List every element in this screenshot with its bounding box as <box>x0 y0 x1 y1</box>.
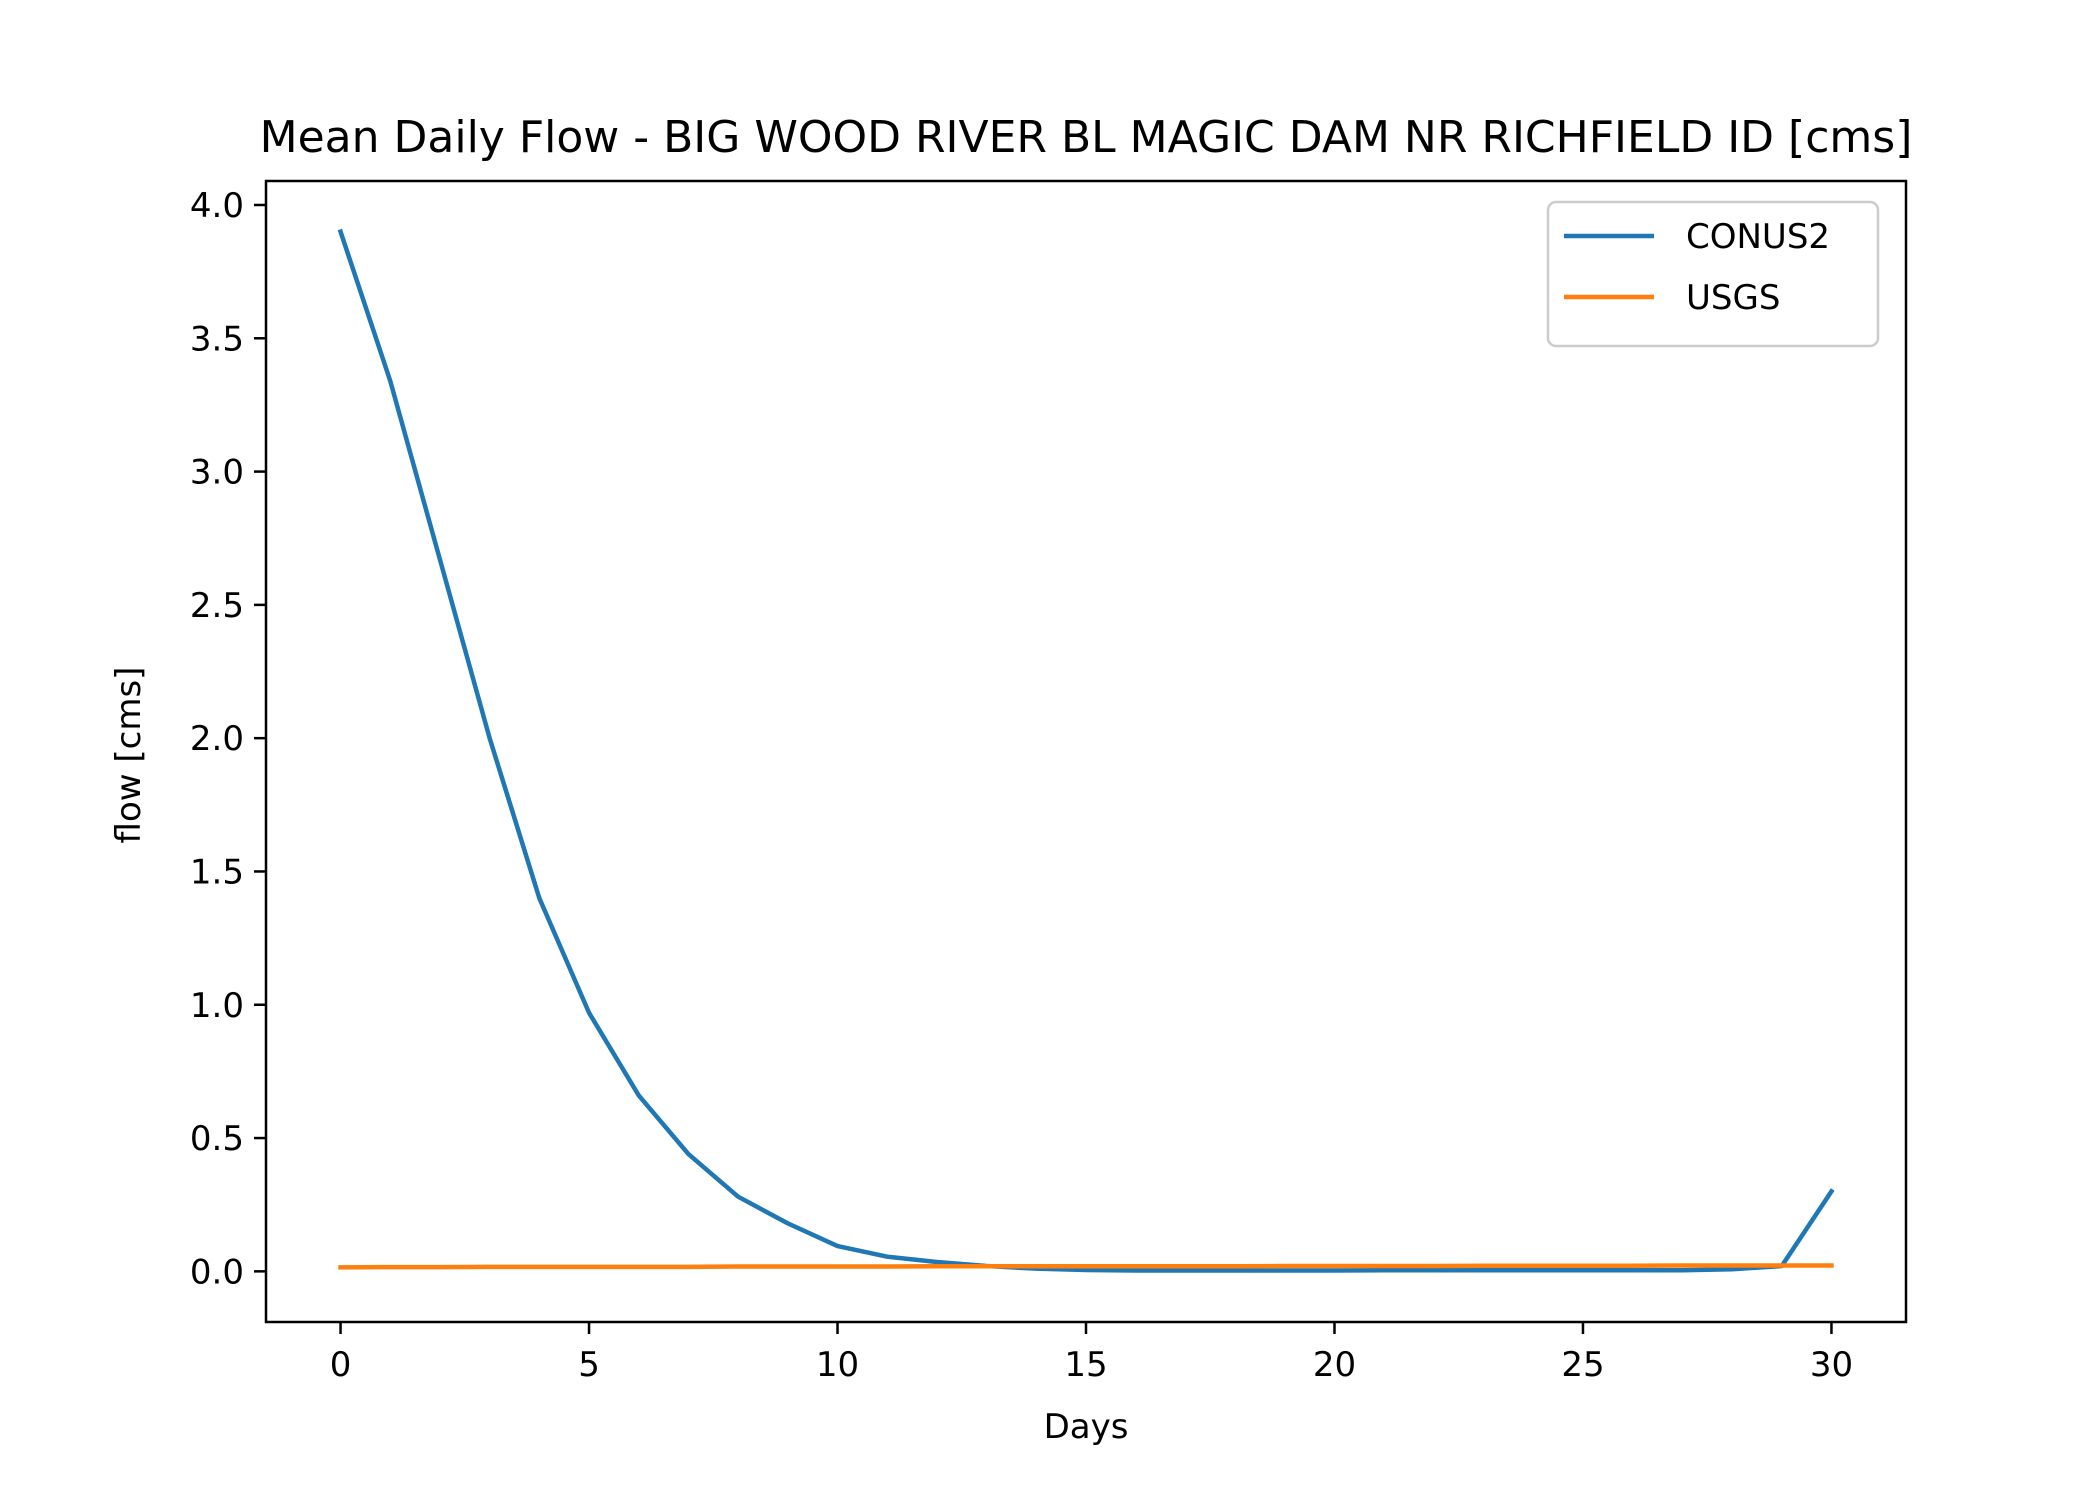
series-line-usgs <box>338 1263 1834 1270</box>
y-tick-label: 0.5 <box>190 1119 244 1159</box>
y-tick-label: 2.0 <box>190 719 244 759</box>
axes-frame <box>264 179 1908 1324</box>
y-tick-label: 1.5 <box>190 852 244 892</box>
x-axis-label: Days <box>1044 1407 1129 1447</box>
y-tick-label: 0.0 <box>190 1252 244 1292</box>
y-tick-label: 2.5 <box>190 586 244 626</box>
legend-label-conus2: CONUS2 <box>1686 217 1830 257</box>
legend: CONUS2 USGS <box>1546 200 1880 348</box>
x-tick-label: 10 <box>816 1345 859 1385</box>
y-tick-label: 1.0 <box>190 986 244 1026</box>
y-tick-label: 4.0 <box>190 186 244 226</box>
x-tick-label: 20 <box>1313 1345 1356 1385</box>
x-tick-label: 0 <box>330 1345 352 1385</box>
legend-label-usgs: USGS <box>1686 278 1780 318</box>
x-tick-label: 15 <box>1064 1345 1107 1385</box>
chart-title: Mean Daily Flow - BIG WOOD RIVER BL MAGI… <box>260 112 1913 163</box>
plot-area: 0 5 10 15 20 25 30 0.0 0.5 1.0 1.5 2.0 2.5 3.0 3.5 4.0 <box>190 179 1908 1385</box>
y-axis-label: flow [cms] <box>109 667 149 844</box>
x-tick-label: 5 <box>578 1345 600 1385</box>
y-tick-label: 3.0 <box>190 453 244 493</box>
x-tick-label: 25 <box>1561 1345 1604 1385</box>
x-tick-label: 30 <box>1810 1345 1853 1385</box>
series-line-conus2 <box>337 228 1835 1273</box>
y-tick-label: 3.5 <box>190 319 244 359</box>
